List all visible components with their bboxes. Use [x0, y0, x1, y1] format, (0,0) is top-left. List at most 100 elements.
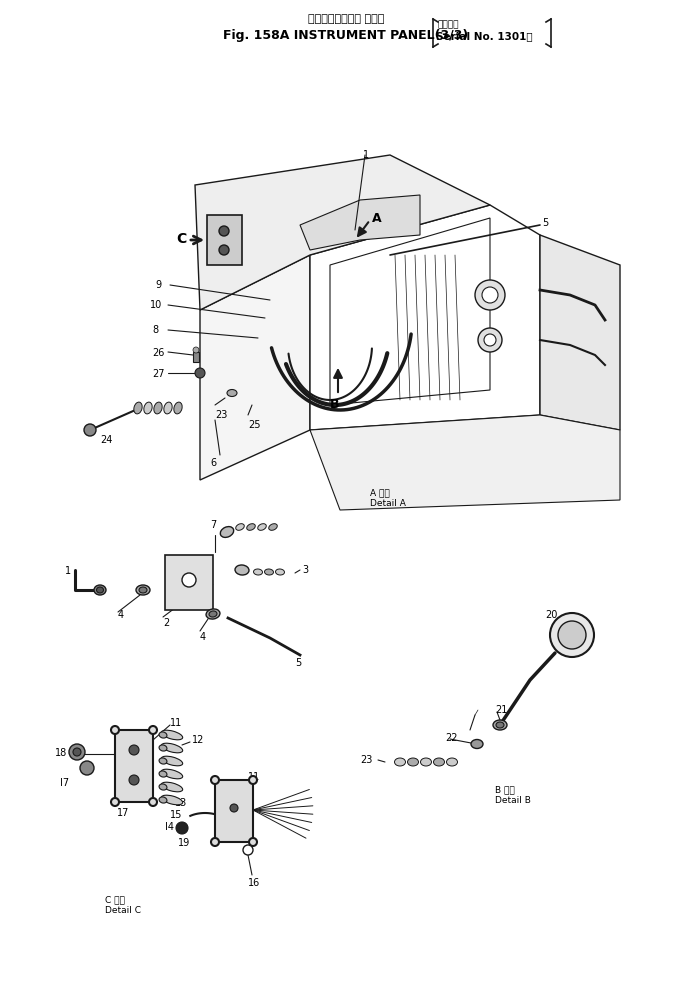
Text: 18: 18 — [55, 748, 67, 758]
Ellipse shape — [227, 389, 237, 396]
Ellipse shape — [164, 402, 172, 414]
Circle shape — [111, 726, 119, 734]
Ellipse shape — [236, 524, 244, 530]
Ellipse shape — [174, 402, 182, 414]
Text: 10: 10 — [150, 300, 162, 310]
Text: 1: 1 — [363, 150, 369, 160]
Circle shape — [482, 287, 498, 303]
Text: Detail B: Detail B — [495, 796, 531, 805]
Ellipse shape — [159, 758, 167, 764]
Ellipse shape — [496, 722, 504, 728]
Ellipse shape — [154, 402, 162, 414]
Text: 8: 8 — [152, 325, 158, 335]
Text: 5: 5 — [295, 658, 301, 668]
Polygon shape — [310, 415, 620, 510]
Circle shape — [219, 245, 229, 255]
Text: 21: 21 — [495, 705, 507, 715]
Text: 12: 12 — [192, 735, 204, 745]
Text: 24: 24 — [100, 435, 112, 445]
Circle shape — [211, 776, 219, 784]
Ellipse shape — [161, 730, 183, 740]
Circle shape — [176, 822, 188, 834]
Text: 5: 5 — [542, 218, 548, 228]
Circle shape — [550, 613, 594, 657]
Ellipse shape — [471, 740, 483, 749]
Text: 1: 1 — [65, 566, 71, 576]
Bar — [207, 215, 242, 265]
Circle shape — [249, 838, 257, 846]
Circle shape — [84, 424, 96, 436]
Circle shape — [69, 744, 85, 760]
Text: 適用号機: 適用号機 — [438, 20, 459, 29]
Ellipse shape — [408, 758, 419, 766]
Ellipse shape — [159, 771, 167, 777]
Ellipse shape — [136, 585, 150, 595]
Ellipse shape — [159, 745, 167, 751]
Ellipse shape — [96, 587, 104, 593]
Ellipse shape — [161, 743, 183, 753]
Ellipse shape — [264, 569, 273, 575]
Text: 22: 22 — [445, 733, 457, 743]
Text: 16: 16 — [248, 878, 260, 888]
Circle shape — [149, 798, 157, 806]
Circle shape — [219, 226, 229, 236]
Text: A: A — [372, 212, 381, 225]
Polygon shape — [330, 218, 490, 405]
Ellipse shape — [161, 756, 183, 766]
Polygon shape — [300, 195, 420, 250]
Text: 27: 27 — [152, 369, 165, 379]
Ellipse shape — [159, 784, 167, 790]
Circle shape — [182, 573, 196, 587]
Ellipse shape — [394, 758, 406, 766]
Text: 19: 19 — [178, 838, 190, 848]
Text: 13: 13 — [175, 798, 188, 808]
Ellipse shape — [235, 564, 249, 575]
Ellipse shape — [159, 797, 167, 803]
Text: C: C — [176, 232, 186, 246]
Text: 7: 7 — [210, 520, 216, 530]
Circle shape — [73, 748, 81, 756]
Ellipse shape — [94, 585, 106, 595]
Ellipse shape — [161, 769, 183, 779]
Text: 20: 20 — [545, 610, 557, 620]
Text: B 詳細: B 詳細 — [495, 785, 515, 794]
Text: 2: 2 — [163, 618, 170, 628]
Polygon shape — [540, 235, 620, 430]
Text: 23: 23 — [215, 410, 228, 420]
Polygon shape — [195, 155, 490, 310]
Text: インスツルメント パネル: インスツルメント パネル — [308, 14, 384, 24]
Ellipse shape — [134, 402, 142, 414]
Polygon shape — [310, 205, 540, 430]
Text: 25: 25 — [248, 420, 260, 430]
Text: Detail A: Detail A — [370, 499, 406, 508]
Text: Fig. 158A INSTRUMENT PANEL(3/3): Fig. 158A INSTRUMENT PANEL(3/3) — [224, 29, 468, 42]
Ellipse shape — [257, 524, 266, 530]
Circle shape — [211, 838, 219, 846]
Ellipse shape — [220, 526, 234, 537]
Text: Detail C: Detail C — [105, 906, 141, 915]
Circle shape — [558, 621, 586, 649]
Ellipse shape — [144, 402, 152, 414]
Circle shape — [484, 334, 496, 346]
Bar — [215, 780, 253, 842]
Circle shape — [195, 368, 205, 378]
Text: Serial No. 1301～: Serial No. 1301～ — [436, 31, 533, 41]
Text: 23: 23 — [360, 755, 372, 765]
Circle shape — [475, 280, 505, 310]
Ellipse shape — [433, 758, 444, 766]
Ellipse shape — [161, 782, 183, 792]
Circle shape — [129, 775, 139, 785]
Circle shape — [243, 845, 253, 855]
Bar — [193, 352, 199, 362]
Text: C 詳細: C 詳細 — [105, 895, 125, 904]
Circle shape — [193, 347, 199, 353]
Ellipse shape — [161, 795, 183, 804]
Bar — [115, 730, 153, 802]
Bar — [165, 555, 213, 610]
Circle shape — [230, 804, 238, 812]
Circle shape — [111, 798, 119, 806]
Text: 26: 26 — [152, 348, 165, 358]
Text: 11: 11 — [248, 772, 260, 782]
Polygon shape — [200, 255, 310, 480]
Text: 15: 15 — [170, 810, 183, 820]
